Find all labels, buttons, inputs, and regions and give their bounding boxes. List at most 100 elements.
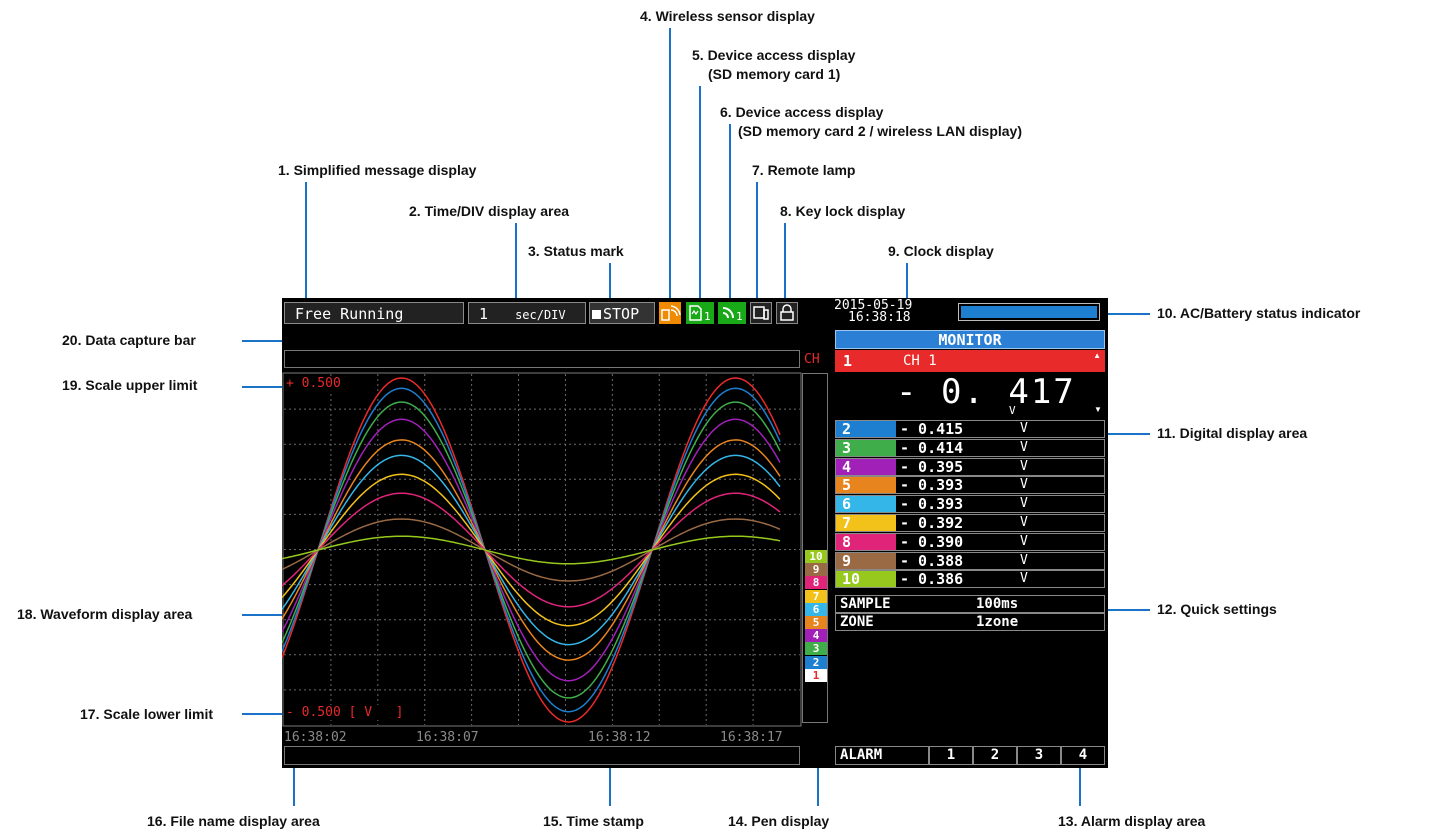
- clock-time: 16:38:18: [848, 310, 911, 325]
- channel-value: - 0.414: [900, 438, 964, 457]
- pen-marker: 6: [805, 602, 827, 616]
- quick-setting-sample[interactable]: SAMPLE 100ms: [835, 595, 1105, 613]
- channel-unit: V: [1020, 439, 1028, 455]
- grid: [282, 372, 802, 727]
- callout-digital-display: 11. Digital display area: [1157, 425, 1308, 441]
- waveform-trace: [282, 418, 781, 682]
- pen-marker: 10: [805, 550, 827, 563]
- callout-device-access-2: 6. Device access display: [720, 104, 884, 120]
- channel-unit: V: [1020, 477, 1028, 493]
- channel-unit: V: [1020, 421, 1028, 436]
- leader-line: [242, 340, 282, 342]
- channel-number: 3: [836, 439, 896, 456]
- waveform-plot: [282, 372, 802, 727]
- channel-row[interactable]: 9- 0.388 V: [835, 551, 1105, 570]
- leader-line: [756, 182, 758, 303]
- device-screen: Free Running 1 sec/DIV STOP 1 1 2015-05-…: [282, 298, 1108, 768]
- selected-channel-name: CH 1: [903, 353, 937, 369]
- wireless-sensor-icon: [659, 302, 681, 324]
- callout-data-capture: 20. Data capture bar: [62, 332, 196, 348]
- simplified-message: Free Running: [284, 302, 464, 324]
- quick-setting-zone[interactable]: ZONE 1zone: [835, 613, 1105, 631]
- channel-number: 5: [836, 477, 896, 494]
- leader-line: [242, 386, 284, 388]
- scale-upper-limit: + 0.500: [286, 376, 341, 391]
- channel-row[interactable]: 6- 0.393 V: [835, 495, 1105, 514]
- leader-line: [1079, 764, 1081, 806]
- waveform-display-area: [282, 372, 802, 727]
- time-div-value: 1: [479, 305, 489, 323]
- callout-device-access-2-sub: (SD memory card 2 / wireless LAN display…: [738, 123, 1022, 139]
- channel-row[interactable]: 7- 0.392 V: [835, 514, 1105, 532]
- alarm-label: ALARM: [835, 746, 929, 765]
- time-div-unit: sec/DIV: [515, 308, 566, 322]
- channel-row[interactable]: 4- 0.395 V: [835, 457, 1105, 476]
- callout-pen-display: 14. Pen display: [728, 813, 830, 829]
- leader-line: [906, 263, 908, 303]
- callout-clock: 9. Clock display: [888, 243, 994, 259]
- channel-value: - 0.393: [900, 495, 964, 514]
- callout-remote-lamp: 7. Remote lamp: [752, 162, 856, 178]
- callout-alarm-display: 13. Alarm display area: [1058, 813, 1206, 829]
- pen-marker: 5: [805, 616, 827, 629]
- callout-status-mark: 3. Status mark: [528, 243, 624, 259]
- scroll-down-icon[interactable]: ▼: [1094, 405, 1102, 414]
- wlan-icon: 1: [718, 302, 746, 324]
- pen-display: [802, 373, 828, 723]
- quick-setting-label: SAMPLE: [840, 596, 891, 612]
- pen-marker: 8: [805, 576, 827, 590]
- channel-row[interactable]: 10- 0.386 V: [835, 570, 1105, 589]
- data-capture-bar: [284, 350, 800, 368]
- channel-number: 7: [836, 515, 896, 531]
- callout-scale-upper: 19. Scale upper limit: [62, 377, 198, 393]
- channel-number: 4: [836, 458, 896, 475]
- leader-line: [699, 86, 701, 303]
- leader-line: [784, 223, 786, 303]
- waveform-trace: [282, 535, 781, 565]
- timestamp: 16:38:17: [720, 730, 783, 745]
- channel-row[interactable]: 2- 0.415 V: [835, 420, 1105, 438]
- timestamp: 16:38:12: [588, 730, 651, 745]
- channel-number: 8: [836, 533, 896, 550]
- channel-number: 9: [836, 552, 896, 569]
- channel-row[interactable]: 8- 0.390 V: [835, 532, 1105, 551]
- channel-number: 10: [836, 571, 896, 588]
- scale-lower-limit: - 0.500 [ V ]: [286, 705, 404, 720]
- remote-lamp-icon: [750, 302, 772, 324]
- key-lock-icon: [776, 302, 798, 324]
- leader-line: [1104, 433, 1150, 435]
- status-text: STOP: [603, 305, 640, 323]
- pen-marker: 2: [805, 655, 827, 669]
- scroll-up-icon[interactable]: ▲: [1093, 351, 1101, 360]
- callout-file-name: 16. File name display area: [147, 813, 320, 829]
- channel-row[interactable]: 3- 0.414 V: [835, 438, 1105, 457]
- channel-number: 6: [836, 496, 896, 513]
- leader-line: [305, 182, 307, 302]
- pen-marker: 1: [805, 668, 827, 682]
- channel-row[interactable]: 5- 0.393 V: [835, 476, 1105, 495]
- waveform-trace: [282, 439, 781, 661]
- leader-line: [669, 28, 671, 303]
- pen-marker: 3: [805, 642, 827, 656]
- channel-value: - 0.415: [900, 420, 964, 438]
- channel-value: - 0.386: [900, 570, 964, 589]
- selected-channel-bar: 1 CH 1 ▲: [835, 350, 1105, 372]
- clock-date: 2015-05-19: [834, 298, 913, 313]
- callout-ac-battery: 10. AC/Battery status indicator: [1157, 305, 1361, 321]
- callout-device-access-1-sub: (SD memory card 1): [708, 66, 841, 82]
- channel-value: - 0.390: [900, 532, 964, 551]
- pen-marker: 4: [805, 629, 827, 643]
- leader-line: [1106, 609, 1150, 611]
- callout-key-lock: 8. Key lock display: [780, 203, 906, 219]
- message-text: Free Running: [295, 305, 404, 323]
- monitor-header: MONITOR: [835, 330, 1105, 349]
- callout-quick-settings: 12. Quick settings: [1157, 601, 1277, 617]
- battery-indicator: [958, 303, 1100, 321]
- leader-line: [609, 263, 611, 303]
- channel-number: 2: [836, 421, 896, 437]
- alarm-indicator: 4: [1061, 746, 1105, 765]
- channel-unit: V: [1020, 533, 1028, 549]
- waveform-trace: [282, 492, 781, 608]
- callout-time-div: 2. Time/DIV display area: [409, 203, 570, 219]
- waveform-trace: [282, 401, 781, 699]
